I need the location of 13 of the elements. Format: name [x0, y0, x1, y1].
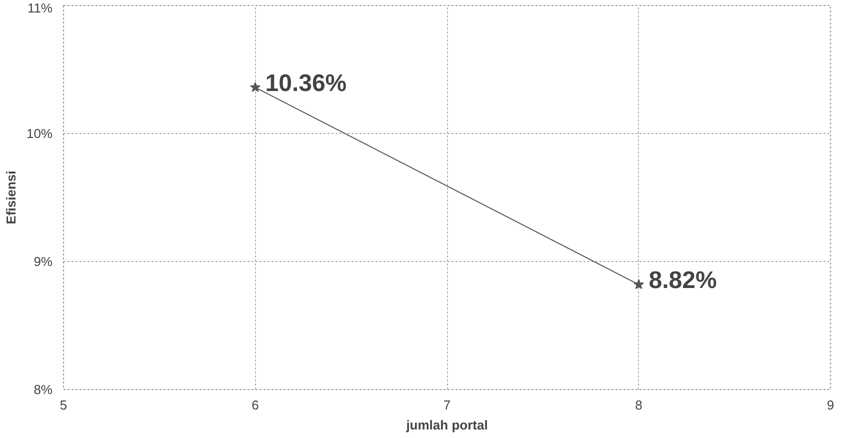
y-axis-title: Efisiensi	[3, 170, 18, 224]
y-tick-label: 10%	[26, 126, 53, 141]
x-axis-title: jumlah portal	[405, 418, 488, 432]
x-tick-label: 6	[252, 398, 259, 412]
data-label: 10.36%	[265, 70, 347, 97]
y-tick-label: 8%	[34, 382, 53, 397]
x-tick-label: 7	[443, 398, 451, 412]
x-tick-label: 8	[635, 398, 642, 412]
x-tick-label: 5	[60, 398, 68, 412]
y-tick-label: 9%	[34, 254, 53, 269]
data-label: 8.82%	[648, 267, 717, 294]
y-tick-label: 11%	[27, 0, 53, 16]
x-tick-label: 9	[826, 398, 834, 412]
